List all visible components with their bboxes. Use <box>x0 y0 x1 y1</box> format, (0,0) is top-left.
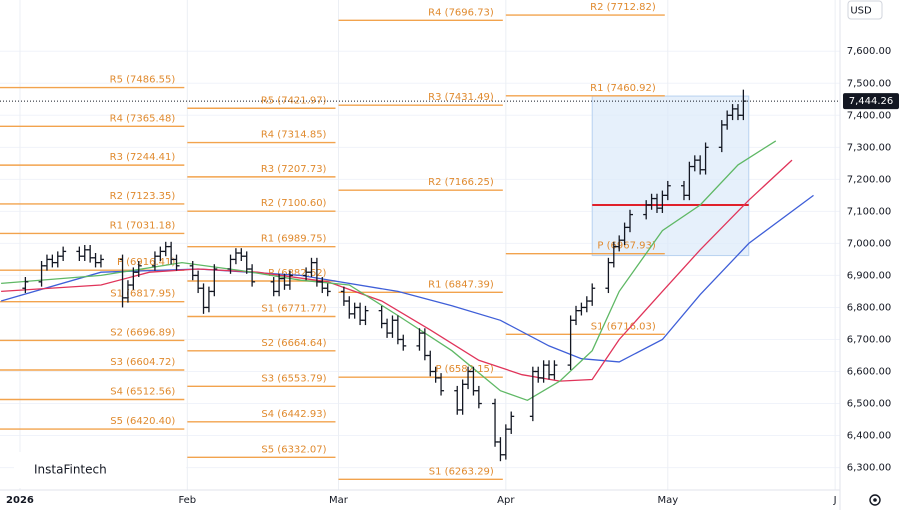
y-tick-label: 7,400.00 <box>847 110 892 121</box>
x-tick-label: Apr <box>497 495 515 506</box>
pivot-label: R1 (6847.39) <box>428 279 494 290</box>
pivot-label: S2 (6696.89) <box>110 327 175 338</box>
pivot-label: R2 (7100.60) <box>261 198 327 209</box>
pivot-label: S5 (6420.40) <box>110 416 175 427</box>
y-tick-label: 6,900.00 <box>847 270 892 281</box>
pivot-label: R5 (7486.55) <box>110 75 176 86</box>
pivot-label: S4 (6512.56) <box>110 387 175 398</box>
pivot-label: R1 (7460.92) <box>590 83 656 94</box>
pivot-label: R3 (7207.73) <box>261 164 327 175</box>
x-tick-label: Feb <box>178 495 196 506</box>
pivot-label: P (6916.41) <box>117 257 175 268</box>
y-tick-label: 7,600.00 <box>847 46 892 57</box>
pivot-label: S4 (6442.93) <box>261 409 326 420</box>
x-tick-label: May <box>657 495 678 506</box>
y-tick-label: 7,500.00 <box>847 78 892 89</box>
pivot-label: P (6582.15) <box>435 364 493 375</box>
value-area <box>591 95 750 257</box>
currency: USD <box>850 6 872 17</box>
pivot-label: S5 (6332.07) <box>261 444 326 455</box>
y-tick-label: 6,500.00 <box>847 399 892 410</box>
y-tick-label: 7,000.00 <box>847 238 892 249</box>
pivot-label: P (6882.62) <box>268 268 326 279</box>
pivot-label: S2 (6664.64) <box>261 338 326 349</box>
x-tick-label: Mar <box>329 495 349 506</box>
pivot-label: R5 (7421.97) <box>261 95 327 106</box>
y-tick-label: 7,300.00 <box>847 142 892 153</box>
settings-icon-ring <box>869 494 881 506</box>
plot-area: R5 (7486.55) R4 (7365.48) R3 (7244.41) R2 (… <box>0 0 840 490</box>
pivot-label: R1 (7031.18) <box>110 220 176 231</box>
pivot-label: S1 (6263.29) <box>429 466 494 477</box>
pivot-label: R3 (7244.41) <box>110 152 176 163</box>
pivot-label: S1 (6771.77) <box>261 303 326 314</box>
pivot-label: R3 (7431.49) <box>428 92 494 103</box>
y-tick-label: 6,300.00 <box>847 463 892 474</box>
settings-icon-dot <box>873 498 877 502</box>
pivot-label: R2 (7712.82) <box>590 2 656 13</box>
y-tick-label: 6,600.00 <box>847 367 892 378</box>
last-price-label: 7,444.26 <box>849 96 894 107</box>
pivot-label: R4 (7365.48) <box>110 113 176 124</box>
pivot-label: R4 (7314.85) <box>261 130 327 141</box>
pivot-label: S1 (6817.95) <box>110 289 175 300</box>
x-tick-label: 2026 <box>6 495 34 506</box>
y-tick-label: 6,800.00 <box>847 302 892 313</box>
currency-button[interactable] <box>847 0 883 20</box>
pivot-label: S3 (6553.79) <box>261 373 326 384</box>
y-tick-label: 7,200.00 <box>847 174 892 185</box>
settings-icon[interactable] <box>869 494 881 506</box>
ma-line <box>1 140 777 402</box>
logo-box <box>14 452 186 488</box>
y-tick-label: 7,100.00 <box>847 206 892 217</box>
pivot-label: P (6967.93) <box>597 241 655 252</box>
logo: InstaFintech <box>34 463 107 477</box>
x-tick-label: J <box>833 495 837 506</box>
price-axis-bg <box>840 0 900 510</box>
y-tick-label: 6,700.00 <box>847 334 892 345</box>
pivot-label: R2 (7123.35) <box>110 191 176 202</box>
pivot-label: R2 (7166.25) <box>428 177 494 188</box>
pivot-label: S1 (6716.03) <box>591 321 656 332</box>
last-price-box <box>843 93 899 110</box>
pivot-label: R1 (6989.75) <box>261 234 327 245</box>
pivot-label: R4 (7696.73) <box>428 7 494 18</box>
ma-line <box>1 159 793 382</box>
pivot-label: S3 (6604.72) <box>110 357 175 368</box>
y-tick-label: 6,400.00 <box>847 431 892 442</box>
